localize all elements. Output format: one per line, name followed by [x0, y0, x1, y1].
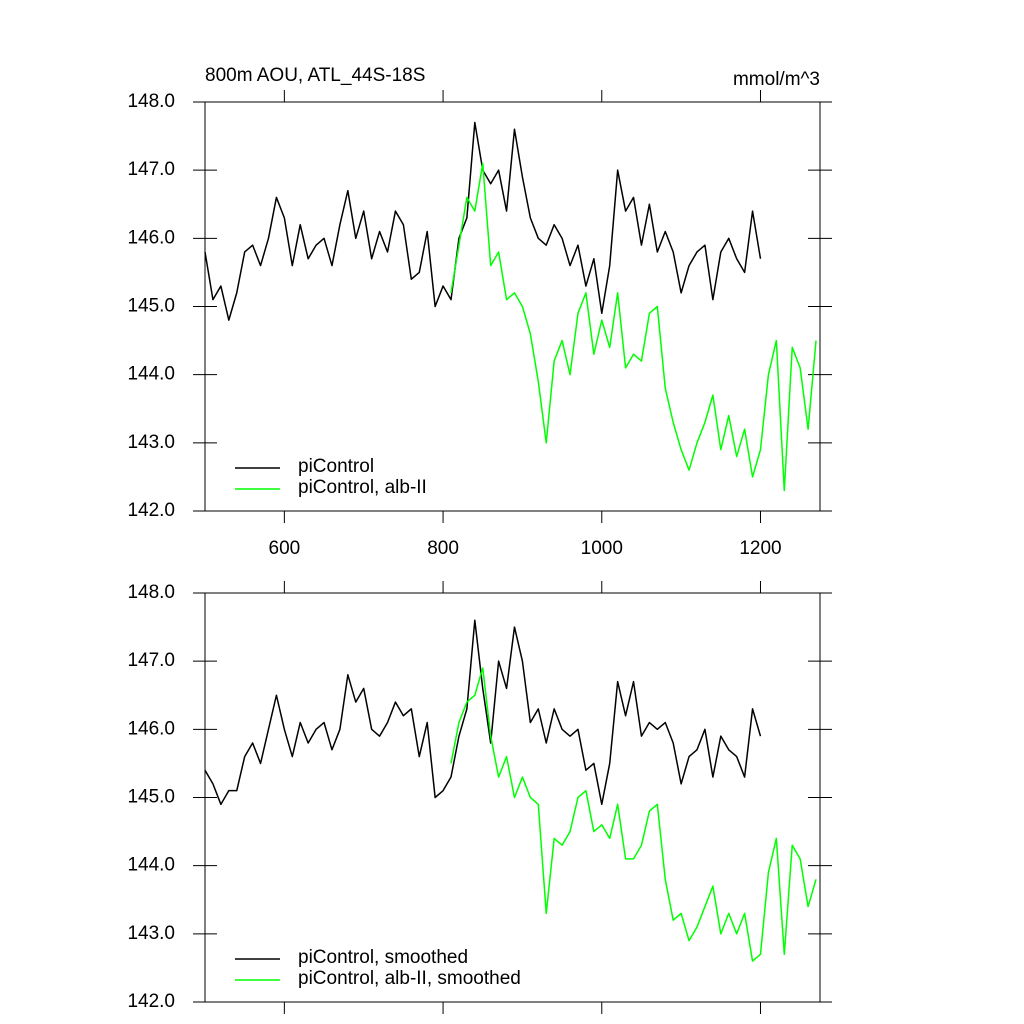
y-tick-label: 144.0	[127, 855, 175, 876]
legend-label: piControl, smoothed	[298, 947, 468, 968]
chart-title: 800m AOU, ATL_44S-18S	[205, 65, 425, 86]
units-label: mmol/m^3	[733, 69, 820, 90]
y-tick-label: 143.0	[127, 923, 175, 944]
y-tick-label: 147.0	[127, 159, 175, 180]
x-tick-label: 1200	[739, 538, 781, 559]
x-tick-label: 600	[269, 538, 301, 559]
y-tick-label: 145.0	[127, 787, 175, 808]
y-tick-label: 147.0	[127, 650, 175, 671]
plot-frame	[204, 101, 821, 512]
legend-label: piControl, alb-II	[298, 477, 427, 498]
series-line	[450, 667, 817, 962]
plot-frame	[204, 592, 821, 1003]
y-tick-label: 146.0	[127, 227, 175, 248]
y-tick-label: 144.0	[127, 364, 175, 385]
y-tick-label: 143.0	[127, 432, 175, 453]
x-tick-label: 800	[427, 538, 459, 559]
y-tick-label: 148.0	[127, 91, 175, 112]
y-tick-label: 142.0	[127, 991, 175, 1012]
x-tick-label: 1000	[581, 538, 623, 559]
y-tick-label: 142.0	[127, 500, 175, 521]
y-tick-label: 145.0	[127, 296, 175, 317]
legend-label: piControl	[298, 456, 374, 477]
series-line	[450, 162, 817, 492]
series-line	[204, 121, 762, 321]
y-tick-label: 146.0	[127, 718, 175, 739]
y-tick-label: 148.0	[127, 582, 175, 603]
legend-label: piControl, alb-II, smoothed	[298, 968, 521, 989]
series-line	[204, 619, 762, 806]
